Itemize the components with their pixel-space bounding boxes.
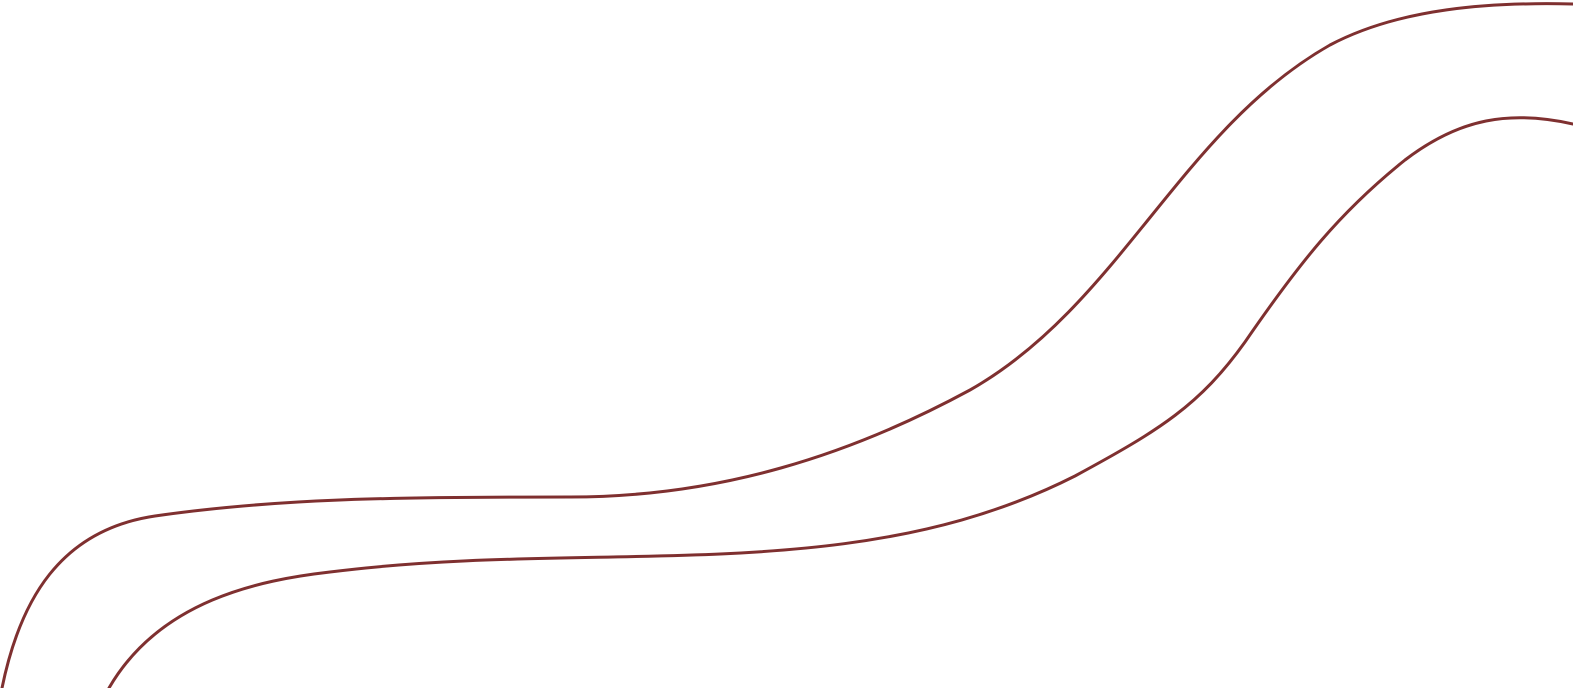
lower-curve <box>107 116 1573 688</box>
